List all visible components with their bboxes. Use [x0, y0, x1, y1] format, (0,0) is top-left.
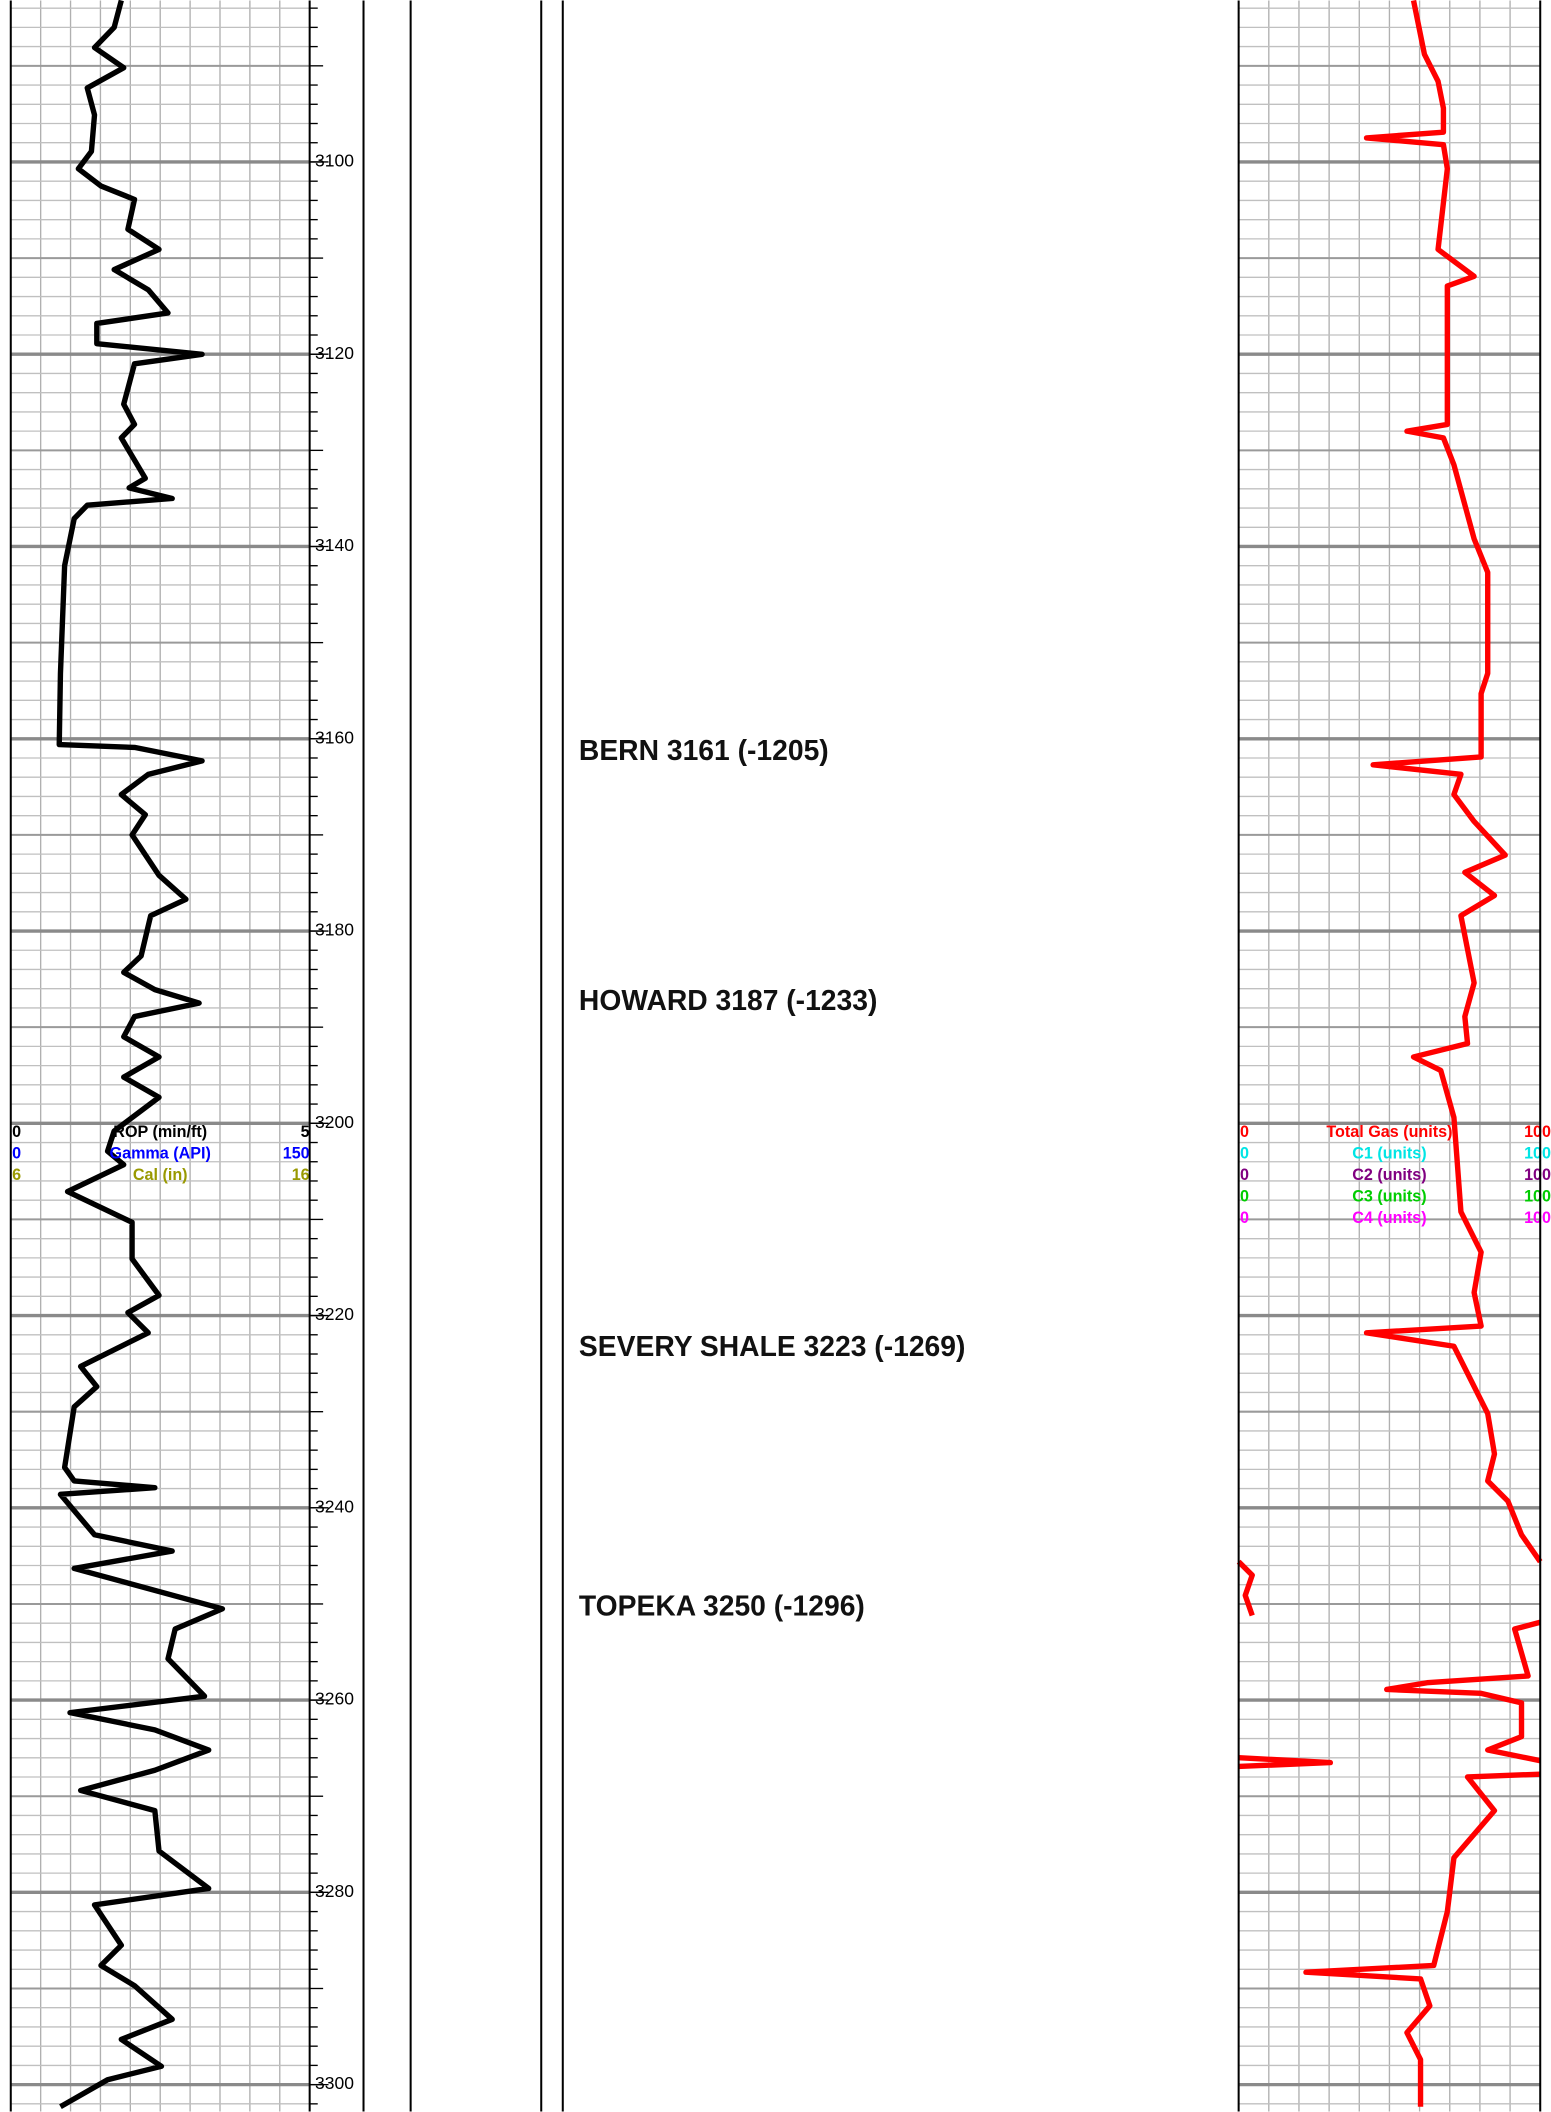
legend-entry: Gamma (API) — [110, 1145, 211, 1163]
legend-entry: C3 (units) — [1352, 1188, 1426, 1206]
formation-top: TOPEKA 3250 (-1296) — [579, 1589, 865, 1621]
scale-min: 0 — [12, 1123, 21, 1141]
formation-top: BERN 3161 (-1205) — [579, 734, 829, 766]
depth-label: 3300 — [315, 2073, 354, 2093]
depth-label: 3200 — [315, 1112, 354, 1132]
legend-entry: Total Gas (units) — [1326, 1123, 1452, 1141]
scale-max: 5 — [301, 1123, 310, 1141]
formation-top: SEVERY SHALE 3223 (-1269) — [579, 1330, 965, 1362]
scale-min: 6 — [12, 1166, 21, 1184]
legend-entry: C1 (units) — [1352, 1145, 1426, 1163]
labels: 3100 3120 3140 3160 3180 3200 3220 3240 3260 3280… — [12, 151, 1551, 2094]
depth-label: 3220 — [315, 1304, 354, 1324]
scale-min: 0 — [1240, 1209, 1249, 1227]
scale-max: 100 — [1524, 1145, 1551, 1163]
depth-label: 3240 — [315, 1496, 354, 1516]
scale-max: 100 — [1524, 1188, 1551, 1206]
scale-max: 100 — [1524, 1209, 1551, 1227]
depth-label: 3260 — [315, 1689, 354, 1709]
scale-min: 0 — [1240, 1145, 1249, 1163]
depth-label: 3140 — [315, 535, 354, 555]
scale-max: 16 — [292, 1166, 310, 1184]
scale-min: 0 — [1240, 1166, 1249, 1184]
scale-max: 100 — [1524, 1166, 1551, 1184]
depth-label: 3160 — [315, 727, 354, 747]
scale-min: 0 — [1240, 1123, 1249, 1141]
log-curve — [1236, 0, 1543, 2107]
scale-max: 100 — [1524, 1123, 1551, 1141]
depth-label: 3120 — [315, 343, 354, 363]
depth-label: 3280 — [315, 1881, 354, 1901]
scale-max: 150 — [283, 1145, 310, 1163]
formation-top: HOWARD 3187 (-1233) — [579, 984, 877, 1016]
legend-entry: C4 (units) — [1352, 1209, 1426, 1227]
track-borders — [9, 0, 1542, 2112]
legend-entry: C2 (units) — [1352, 1166, 1426, 1184]
legend-entry: Cal (in) — [133, 1166, 188, 1184]
legend-entry: ROP (min/ft) — [113, 1123, 207, 1141]
depth-label: 3180 — [315, 920, 354, 940]
scale-min: 0 — [12, 1145, 21, 1163]
log-curve — [56, 0, 226, 2110]
scale-min: 0 — [1240, 1188, 1249, 1206]
curves — [56, 0, 1543, 2110]
depth-label: 3100 — [315, 151, 354, 171]
